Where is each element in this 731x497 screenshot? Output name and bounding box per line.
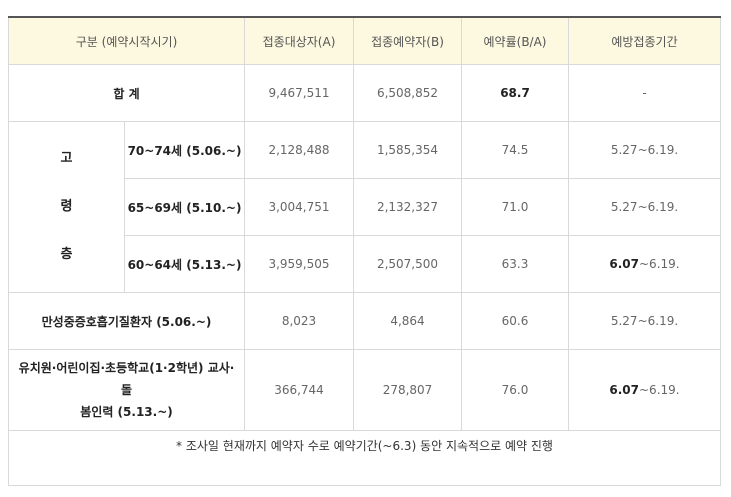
reservation-status-table-container: 구분 (예약시작시기) 접종대상자(A) 접종예약자(B) 예약률(B/A) 예…	[8, 16, 721, 486]
age-row-period: 6.07~6.19.	[568, 235, 721, 293]
age-row-rate: 63.3	[461, 235, 569, 293]
header-period: 예방접종기간	[568, 16, 721, 65]
total-reserved: 6,508,852	[353, 64, 462, 122]
total-target: 9,467,511	[244, 64, 354, 122]
table-row-age-70-74: 고 령 층 70~74세 (5.06.~) 2,128,488 1,585,35…	[8, 121, 721, 293]
table-row-age-60-64: 60~64세 (5.13.~) 3,959,505 2,507,500 63.3…	[9, 235, 721, 293]
age-row-period-start: 6.07	[609, 257, 639, 271]
table-row-note: * 조사일 현재까지 예약자 수로 예약기간(~6.3) 동안 지속적으로 예약…	[8, 430, 721, 486]
header-rate: 예약률(B/A)	[461, 16, 569, 65]
age-row-period: 5.27~6.19.	[568, 178, 721, 236]
teacher-target: 366,744	[244, 349, 354, 431]
table-row-total: 합 계 9,467,511 6,508,852 68.7 -	[8, 64, 721, 122]
teacher-period: 6.07~6.19.	[568, 349, 721, 431]
age-row-target: 3,959,505	[244, 235, 354, 293]
teacher-period-start: 6.07	[609, 383, 639, 397]
total-period: -	[568, 64, 721, 122]
age-row-rate: 74.5	[461, 121, 569, 179]
age-row-period-end: ~6.19.	[639, 257, 680, 271]
elderly-group-char: 령	[60, 199, 73, 214]
age-row-label: 65~69세 (5.10.~)	[124, 178, 245, 236]
header-reserved: 접종예약자(B)	[353, 16, 462, 65]
teacher-label: 유치원·어린이집·초등학교(1·2학년) 교사·돌 봄인력 (5.13.~)	[8, 349, 245, 431]
table-row-teacher: 유치원·어린이집·초등학교(1·2학년) 교사·돌 봄인력 (5.13.~) 3…	[8, 349, 721, 431]
table-footnote: * 조사일 현재까지 예약자 수로 예약기간(~6.3) 동안 지속적으로 예약…	[8, 430, 721, 486]
age-row-target: 3,004,751	[244, 178, 354, 236]
table-row-age-65-69: 65~69세 (5.10.~) 3,004,751 2,132,327 71.0…	[9, 178, 721, 236]
total-label: 합 계	[8, 64, 245, 122]
age-row-reserved: 1,585,354	[353, 121, 462, 179]
elderly-group-label: 고 령 층	[8, 121, 125, 293]
chronic-label: 만성중증호흡기질환자 (5.06.~)	[8, 292, 245, 350]
chronic-target: 8,023	[244, 292, 354, 350]
chronic-period: 5.27~6.19.	[568, 292, 721, 350]
table-row-chronic: 만성중증호흡기질환자 (5.06.~) 8,023 4,864 60.6 5.2…	[8, 292, 721, 350]
table-header-row: 구분 (예약시작시기) 접종대상자(A) 접종예약자(B) 예약률(B/A) 예…	[8, 16, 721, 65]
age-row-reserved: 2,507,500	[353, 235, 462, 293]
header-category: 구분 (예약시작시기)	[8, 16, 245, 65]
age-row-label: 60~64세 (5.13.~)	[124, 235, 245, 293]
age-row-target: 2,128,488	[244, 121, 354, 179]
teacher-period-end: ~6.19.	[639, 383, 680, 397]
chronic-reserved: 4,864	[353, 292, 462, 350]
teacher-reserved: 278,807	[353, 349, 462, 431]
elderly-group-char: 고	[60, 151, 73, 166]
chronic-rate: 60.6	[461, 292, 569, 350]
elderly-group-char: 층	[60, 247, 73, 262]
header-target: 접종대상자(A)	[244, 16, 354, 65]
teacher-label-line2: 봄인력 (5.13.~)	[80, 405, 173, 419]
total-rate: 68.7	[461, 64, 569, 122]
reservation-status-table: 구분 (예약시작시기) 접종대상자(A) 접종예약자(B) 예약률(B/A) 예…	[8, 16, 721, 486]
age-row-label: 70~74세 (5.06.~)	[124, 121, 245, 179]
teacher-rate: 76.0	[461, 349, 569, 431]
age-row-period: 5.27~6.19.	[568, 121, 721, 179]
teacher-label-line1: 유치원·어린이집·초등학교(1·2학년) 교사·돌	[18, 361, 235, 397]
age-row-rate: 71.0	[461, 178, 569, 236]
age-row-reserved: 2,132,327	[353, 178, 462, 236]
